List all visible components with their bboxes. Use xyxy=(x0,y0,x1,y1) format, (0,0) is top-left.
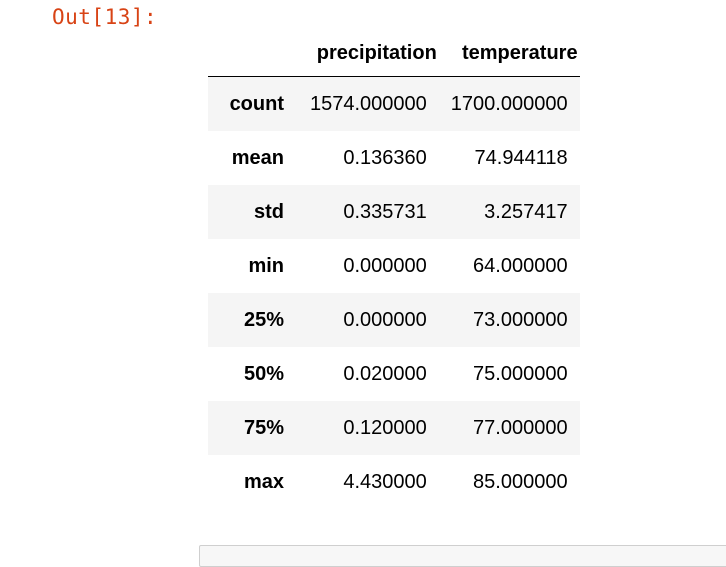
table-cell: 1574.000000 xyxy=(310,92,427,115)
table-cell: 85.000000 xyxy=(473,470,568,493)
table-row: count 1574.000000 1700.000000 xyxy=(208,76,580,131)
table-cell: 0.000000 xyxy=(343,254,427,277)
table-cell: 74.944118 xyxy=(474,146,568,169)
table-cell: 0.335731 xyxy=(343,200,427,223)
table-row: 75% 0.120000 77.000000 xyxy=(208,401,580,455)
table-cell: 0.000000 xyxy=(343,308,427,331)
table-cell: 64.000000 xyxy=(473,254,568,277)
column-header: precipitation xyxy=(298,30,439,77)
table-cell: 0.020000 xyxy=(343,362,427,385)
dataframe-table: precipitation temperature count 1574.000… xyxy=(208,30,580,509)
row-label: 75% xyxy=(243,416,284,439)
row-label: count xyxy=(229,92,284,115)
output-area: precipitation temperature count 1574.000… xyxy=(208,30,580,509)
row-label: 25% xyxy=(243,308,284,331)
table-row: mean 0.136360 74.944118 xyxy=(208,131,580,185)
table-cell: 3.257417 xyxy=(484,200,568,223)
table-row: 50% 0.020000 75.000000 xyxy=(208,347,580,401)
table-header-row: precipitation temperature xyxy=(208,30,580,77)
table-cell: 1700.000000 xyxy=(450,92,568,115)
row-label: max xyxy=(243,470,284,493)
row-label: mean xyxy=(231,146,284,169)
next-code-cell[interactable] xyxy=(199,545,726,567)
column-header: temperature xyxy=(438,30,580,77)
row-label: 50% xyxy=(243,362,284,385)
table-cell: 0.136360 xyxy=(343,146,427,169)
table-cell: 0.120000 xyxy=(343,416,427,439)
table-row: std 0.335731 3.257417 xyxy=(208,185,580,239)
row-label: std xyxy=(254,200,284,223)
table-cell: 4.430000 xyxy=(343,470,427,493)
index-header xyxy=(208,30,298,77)
row-label: min xyxy=(248,254,284,277)
table-row: min 0.000000 64.000000 xyxy=(208,239,580,293)
table-row: max 4.430000 85.000000 xyxy=(208,455,580,509)
table-cell: 77.000000 xyxy=(473,416,568,439)
table-row: 25% 0.000000 73.000000 xyxy=(208,293,580,347)
output-prompt: Out[13]: xyxy=(52,5,158,29)
table-cell: 73.000000 xyxy=(473,308,568,331)
table-cell: 75.000000 xyxy=(473,362,568,385)
